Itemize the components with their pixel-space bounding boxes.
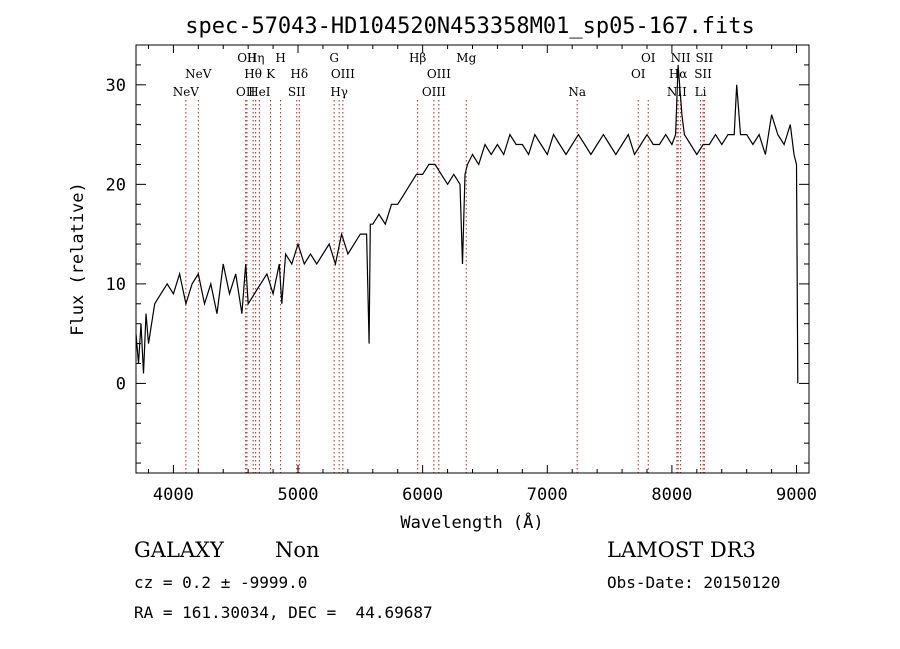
line-label: OI (631, 67, 646, 81)
y-tick-label: 30 (106, 76, 126, 96)
line-label: K (266, 67, 276, 81)
line-label: NeV (173, 85, 200, 99)
line-label: NeV (185, 67, 212, 81)
line-label: SII (694, 67, 712, 81)
y-axis-ticks: 0 10 20 30 (106, 44, 809, 464)
y-tick-label: 10 (106, 275, 126, 295)
x-tick-label: 7000 (527, 485, 568, 505)
y-axis-label: Flux (relative) (68, 182, 88, 336)
line-label: NII (671, 51, 691, 65)
line-label: H (275, 51, 285, 65)
line-label: SII (288, 85, 306, 99)
survey-name: LAMOST DR3 (607, 538, 756, 562)
emission-line-markers (185, 100, 705, 473)
line-label: OIII (422, 85, 446, 99)
line-label: Na (568, 85, 586, 99)
x-axis-label: Wavelength (Å) (400, 511, 543, 533)
line-label: OIII (427, 67, 451, 81)
line-label: Mg (456, 51, 476, 65)
line-label: OII (236, 85, 256, 99)
plot-frame (135, 44, 810, 474)
x-tick-label: 5000 (278, 485, 319, 505)
line-label: Li (695, 85, 707, 99)
spectrum-line (135, 64, 799, 384)
emission-line-labels: NeVNeVOIIOIIHθHηHeIKHSIIHδGHγOIIIHβOIIIO… (173, 51, 714, 99)
coordinates: RA = 161.30034, DEC = 44.69687 (134, 603, 433, 622)
x-tick-label: 4000 (153, 485, 194, 505)
chart-title: spec-57043-HD104520N453358M01_sp05-167.f… (185, 14, 755, 39)
line-label: HeI (248, 85, 271, 99)
x-tick-label: 8000 (651, 485, 692, 505)
x-tick-label: 9000 (776, 485, 817, 505)
line-label: Hγ (330, 85, 348, 99)
line-label: SII (695, 51, 713, 65)
line-label: Hβ (409, 51, 426, 65)
x-tick-label: 6000 (402, 485, 443, 505)
line-label: OIII (331, 67, 355, 81)
line-label: Hθ (244, 67, 262, 81)
line-label: G (329, 51, 339, 65)
object-class: GALAXY (134, 538, 224, 562)
line-label: Hη (247, 51, 265, 65)
line-label: OI (641, 51, 656, 65)
object-subclass: Non (275, 538, 320, 562)
x-axis-ticks: 4000 5000 6000 7000 8000 9000 (147, 45, 817, 505)
y-tick-label: 0 (116, 374, 126, 394)
line-label: Hδ (290, 67, 308, 81)
y-tick-label: 20 (106, 175, 126, 195)
line-label: OII (237, 51, 257, 65)
observation-date: Obs-Date: 20150120 (607, 573, 781, 592)
redshift-cz: cz = 0.2 ± -9999.0 (134, 573, 308, 592)
